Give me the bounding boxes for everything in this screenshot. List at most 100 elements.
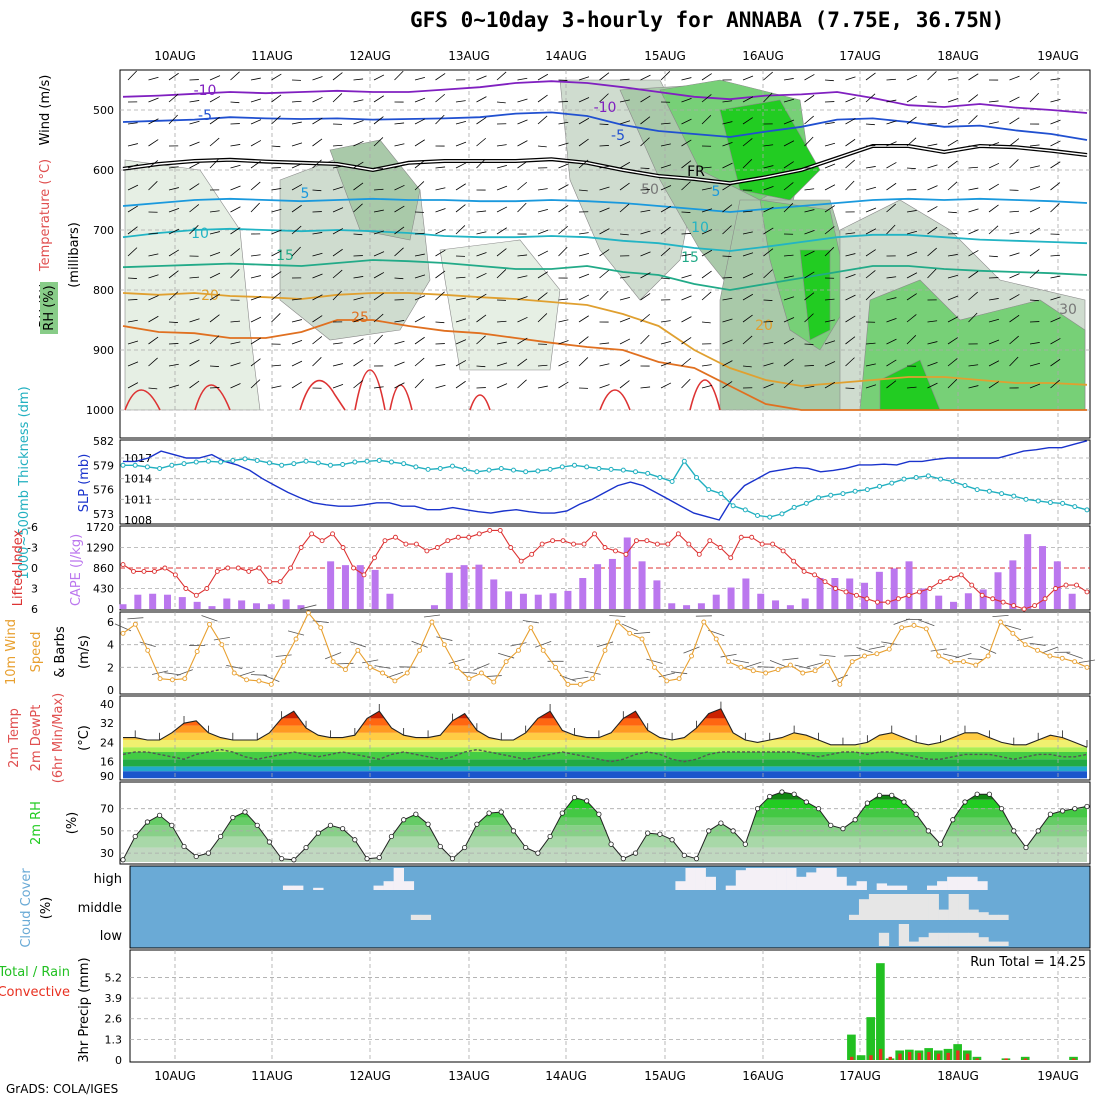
rh2m-point	[876, 792, 883, 798]
wind-barb	[906, 314, 917, 323]
contour-label: 30	[1059, 302, 1077, 318]
temp2m-unit-label: (°C)	[77, 725, 92, 751]
wind-barb	[394, 340, 405, 345]
wind-barb	[189, 297, 200, 301]
wind-barb	[968, 166, 978, 169]
wind-barb	[763, 299, 773, 301]
wind-barb	[414, 378, 424, 389]
thickness-point	[828, 492, 834, 498]
wind10-barb	[485, 675, 502, 677]
cape-bar	[905, 561, 913, 609]
date-label-top: 16AUG	[742, 49, 784, 63]
cape-bar	[252, 603, 260, 609]
wind-barb	[845, 180, 855, 191]
wind-barb	[578, 189, 588, 192]
temperature-axis-label: Temperature (°C)	[38, 159, 53, 272]
cloud-cell	[978, 937, 989, 946]
thickness-point	[620, 467, 626, 473]
thickness-point	[938, 476, 944, 482]
wind-barb	[865, 123, 875, 126]
wind-barb	[783, 317, 795, 323]
wind-barb	[353, 203, 363, 213]
wind-barb	[353, 233, 363, 236]
wind-barb	[619, 338, 631, 345]
wind-barb	[148, 76, 159, 81]
li-point	[445, 538, 451, 544]
rh2m-point	[449, 856, 456, 862]
wind-barb	[1029, 71, 1040, 81]
wind10-point	[1059, 655, 1065, 661]
pressure-tick: 500	[93, 104, 114, 117]
wind-barb	[968, 270, 979, 279]
wind-barb	[742, 138, 753, 147]
wind10-barb	[510, 642, 527, 647]
rh-band	[123, 836, 1087, 848]
rh2m-point	[950, 817, 956, 823]
thickness-point	[327, 462, 333, 468]
li-point	[906, 592, 912, 598]
wind-barb	[640, 251, 651, 257]
rh2m-point	[340, 826, 346, 832]
wind-barb	[168, 166, 179, 169]
wind10-point	[491, 679, 497, 685]
contour-label: -10	[194, 83, 217, 99]
wind-barb	[517, 337, 528, 345]
cape-bar	[668, 603, 676, 609]
wind10-barb	[238, 670, 255, 677]
cloud-cell	[849, 914, 860, 920]
wind-barb	[988, 100, 999, 103]
wind10-point	[837, 681, 843, 687]
wind-barb	[845, 159, 855, 169]
li-point	[476, 531, 482, 537]
thickness-point	[376, 457, 382, 463]
wind-barb	[845, 387, 855, 389]
wind-barb	[660, 185, 672, 191]
li-point	[151, 568, 157, 574]
cape-bar	[594, 564, 602, 609]
cape-bar	[890, 568, 898, 609]
wind-barb	[414, 181, 425, 191]
wind10-barb	[745, 661, 762, 668]
precip-conv-bar	[849, 1056, 854, 1060]
cloud-cell	[878, 932, 890, 946]
wind-barb	[701, 385, 713, 389]
cloud-cell	[410, 914, 422, 920]
wind-barb	[660, 341, 672, 345]
li-point	[791, 558, 797, 564]
li-point	[592, 531, 597, 537]
wind-barb	[947, 358, 958, 367]
rh2m-point	[889, 792, 895, 798]
date-label-bottom: 10AUG	[154, 1069, 196, 1083]
cloud-cell	[776, 868, 787, 890]
wind-barb	[332, 72, 343, 81]
wind-barb	[209, 314, 220, 323]
wind-barb	[558, 142, 569, 147]
wind-barb	[845, 118, 856, 125]
rh2m-point	[486, 810, 492, 816]
wind10-point	[169, 677, 175, 683]
cloud-cell	[383, 881, 394, 890]
wind-barb	[865, 228, 877, 235]
run-total-label: Run Total = 14.25	[970, 955, 1086, 970]
wind-barb	[947, 274, 959, 279]
cloud-cell	[816, 868, 827, 890]
cape-bar	[1068, 593, 1076, 609]
wind-barb	[127, 184, 139, 191]
cape-bar	[238, 600, 246, 609]
wind-barb	[537, 271, 548, 279]
precip-conv-bar	[888, 1056, 892, 1060]
li-point	[990, 596, 996, 602]
wind-barb	[373, 334, 383, 345]
wind-barb	[886, 338, 897, 345]
wind-barb	[722, 381, 733, 389]
thickness-point	[950, 479, 956, 484]
wind-barb	[927, 361, 938, 367]
wind-barb	[886, 297, 897, 301]
wind10-barb	[893, 618, 910, 625]
wind-barb	[1009, 159, 1019, 169]
wind-barb	[291, 246, 301, 257]
wind-barb	[148, 118, 159, 125]
cape-bar	[786, 605, 794, 609]
thickness-point	[1023, 496, 1029, 502]
wind-barb	[681, 139, 692, 147]
